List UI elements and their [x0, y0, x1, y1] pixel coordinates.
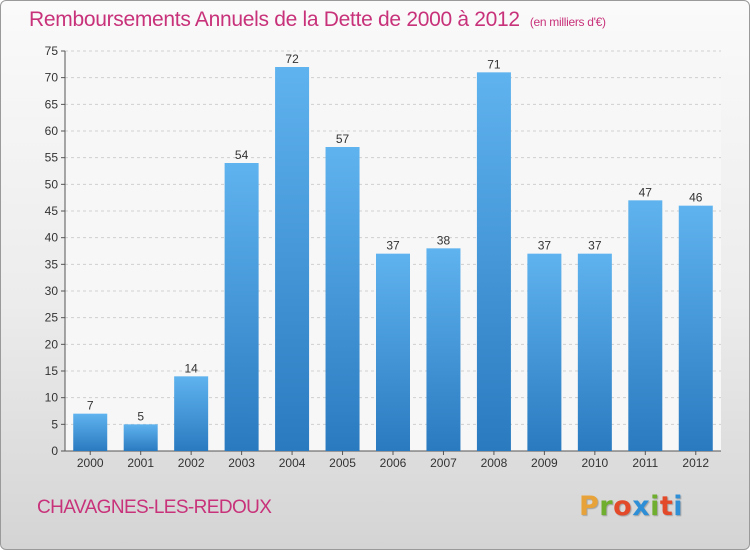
- bar: [527, 253, 562, 451]
- chart-title: Remboursements Annuels de la Dette de 20…: [29, 8, 606, 32]
- y-tick-label: 60: [45, 124, 59, 138]
- data-label: 14: [184, 361, 198, 375]
- y-tick-label: 45: [45, 204, 59, 218]
- y-tick-label: 40: [45, 231, 59, 245]
- y-tick-label: 75: [45, 44, 59, 58]
- bar: [426, 248, 461, 451]
- data-label: 37: [588, 239, 602, 253]
- bar: [73, 413, 108, 451]
- bar: [123, 424, 158, 451]
- logo-letter: x: [632, 491, 651, 522]
- data-label: 72: [285, 52, 299, 66]
- bar: [376, 253, 410, 451]
- bar: [577, 253, 612, 451]
- logo-letter: t: [659, 491, 674, 522]
- x-tick-label: 2008: [481, 456, 508, 470]
- bar: [628, 200, 663, 451]
- y-tick-label: 30: [45, 284, 59, 298]
- data-label: 47: [639, 185, 653, 199]
- logo-letter: o: [613, 491, 633, 522]
- data-label: 7: [87, 399, 94, 413]
- data-label: 37: [386, 239, 400, 253]
- x-tick-label: 2003: [228, 456, 255, 470]
- data-label: 71: [487, 57, 501, 71]
- x-tick-label: 2000: [77, 456, 104, 470]
- x-tick-label: 2006: [380, 456, 407, 470]
- y-tick-label: 15: [45, 364, 59, 378]
- title-text: Remboursements Annuels de la Dette de 20…: [29, 8, 520, 31]
- x-tick-label: 2005: [329, 456, 356, 470]
- y-tick-label: 70: [45, 71, 59, 85]
- proxiti-logo: Proxiti: [579, 491, 683, 522]
- bar: [275, 67, 310, 451]
- logo-letter: i: [650, 491, 660, 522]
- data-label: 5: [137, 409, 144, 423]
- bar: [476, 72, 511, 451]
- x-tick-label: 2001: [127, 456, 154, 470]
- data-label: 37: [538, 239, 552, 253]
- logo-letter: i: [673, 491, 684, 522]
- bar: [678, 205, 713, 451]
- x-tick-label: 2004: [279, 456, 306, 470]
- y-tick-label: 50: [45, 177, 59, 191]
- y-tick-label: 65: [45, 97, 59, 111]
- commune-name: CHAVAGNES-LES-REDOUX: [37, 497, 272, 518]
- y-tick-label: 20: [45, 337, 59, 351]
- bar: [325, 147, 360, 451]
- x-tick-label: 2007: [430, 456, 457, 470]
- y-tick-label: 5: [51, 417, 58, 431]
- y-tick-label: 0: [51, 444, 58, 458]
- x-tick-label: 2009: [531, 456, 558, 470]
- data-label: 54: [235, 148, 249, 162]
- x-tick-label: 2011: [632, 456, 658, 470]
- bar: [174, 376, 209, 451]
- logo-letter: P: [579, 491, 600, 522]
- x-tick-label: 2002: [178, 456, 205, 470]
- title-unit: (en milliers d'€): [529, 15, 606, 29]
- logo-letter: r: [599, 491, 614, 522]
- x-tick-label: 2010: [581, 456, 608, 470]
- y-tick-label: 10: [45, 391, 59, 405]
- y-tick-label: 35: [45, 257, 59, 271]
- data-label: 38: [437, 233, 451, 247]
- bar: [224, 163, 259, 451]
- data-label: 46: [689, 191, 703, 205]
- data-label: 57: [336, 132, 350, 146]
- y-tick-label: 55: [45, 151, 59, 165]
- y-tick-label: 25: [45, 311, 59, 325]
- x-tick-label: 2012: [682, 456, 709, 470]
